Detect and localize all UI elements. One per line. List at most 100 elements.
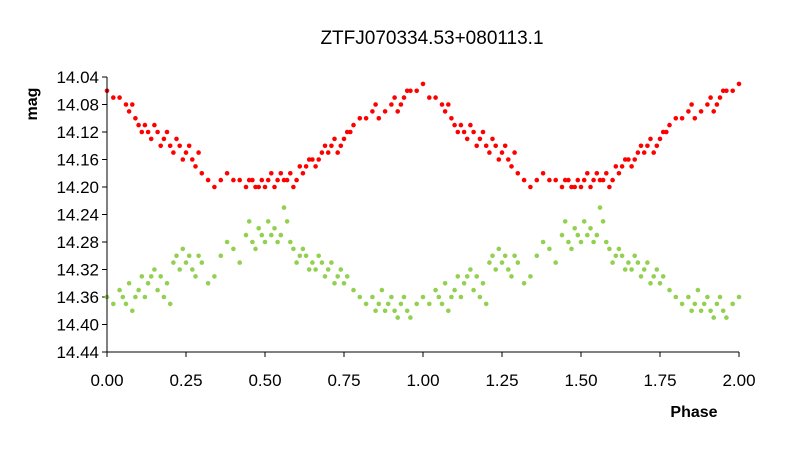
data-point [306, 267, 312, 272]
data-point [401, 95, 407, 100]
data-point [468, 122, 473, 128]
data-point [689, 102, 694, 107]
data-point [218, 177, 224, 183]
data-point [452, 122, 457, 128]
data-point [654, 267, 660, 272]
data-point [496, 157, 502, 162]
data-point [164, 129, 170, 135]
data-point [269, 171, 274, 176]
data-point [373, 308, 378, 314]
data-point [246, 177, 252, 183]
data-point [265, 219, 271, 224]
data-point [446, 102, 451, 107]
data-point [117, 287, 122, 293]
data-point [578, 184, 584, 190]
data-point [310, 260, 315, 265]
data-point [186, 253, 192, 259]
data-point [303, 253, 309, 259]
data-point [259, 177, 265, 183]
data-point [370, 109, 375, 114]
data-point [569, 184, 574, 190]
data-point [376, 116, 382, 121]
data-point [446, 308, 451, 314]
x-tick-label: 1.00 [406, 371, 439, 390]
data-point [455, 129, 461, 135]
data-point [272, 184, 277, 190]
chart-title: ZTFJ070334.53+080113.1 [320, 28, 543, 49]
data-point [569, 246, 574, 252]
data-point [588, 184, 593, 190]
data-point [581, 177, 587, 183]
data-point [515, 260, 521, 265]
data-point [145, 129, 151, 135]
data-point [458, 122, 464, 128]
data-point [600, 219, 606, 224]
data-point [458, 294, 464, 300]
data-point [572, 184, 577, 190]
data-point [477, 294, 483, 300]
data-point [161, 294, 167, 300]
data-point [566, 177, 571, 183]
data-point [679, 116, 685, 121]
data-point [126, 281, 132, 286]
data-point [205, 177, 211, 183]
data-point [502, 253, 508, 259]
data-point [193, 164, 198, 169]
data-point [269, 232, 274, 238]
data-point [385, 301, 391, 307]
data-point [496, 246, 502, 252]
data-point [594, 171, 600, 176]
green-series [104, 205, 742, 320]
y-tick-label: 14.20 [56, 178, 99, 197]
data-point [322, 274, 328, 279]
data-point [708, 95, 713, 100]
data-point [506, 267, 511, 272]
data-point [604, 171, 609, 176]
data-point [714, 102, 720, 107]
data-point [686, 294, 691, 300]
data-point [502, 143, 508, 149]
data-point [692, 301, 698, 307]
y-tick-label: 14.24 [56, 206, 99, 225]
data-point [294, 260, 299, 265]
data-point [414, 301, 420, 307]
data-point [480, 281, 486, 286]
data-point [619, 253, 625, 259]
data-point [313, 164, 318, 169]
data-point [711, 109, 716, 114]
data-point [616, 171, 622, 176]
data-point [256, 184, 262, 190]
data-point [692, 116, 698, 121]
data-point [231, 246, 236, 252]
data-point [243, 184, 249, 190]
data-point [167, 301, 173, 307]
data-point [126, 109, 132, 114]
data-point [433, 95, 438, 100]
data-point [705, 102, 710, 107]
y-tick-label: 14.36 [56, 288, 99, 307]
data-point [629, 164, 634, 169]
y-tick-label: 14.08 [56, 96, 99, 115]
y-tick-label: 14.04 [56, 68, 99, 87]
y-tick-label: 14.28 [56, 233, 99, 252]
data-point [256, 226, 262, 231]
x-tick-label: 1.50 [564, 371, 597, 390]
red-series [104, 81, 742, 190]
data-point [474, 143, 480, 149]
data-point [645, 143, 650, 149]
data-point [490, 253, 495, 259]
data-point [487, 150, 492, 155]
data-point [224, 171, 230, 176]
data-point [553, 260, 558, 265]
data-point [250, 177, 255, 183]
data-point [645, 260, 650, 265]
data-point [724, 88, 729, 94]
data-point [310, 157, 315, 162]
data-point [651, 274, 656, 279]
data-point [246, 219, 252, 224]
data-point [148, 136, 154, 142]
data-point [515, 171, 521, 176]
x-tick-label: 0.75 [327, 371, 360, 390]
data-point [392, 95, 397, 100]
data-point [414, 88, 420, 94]
